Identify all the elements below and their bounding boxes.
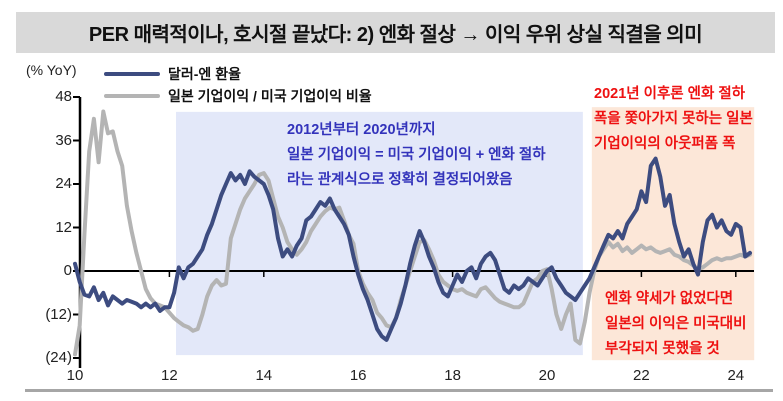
y-tick-label: 48: [55, 88, 72, 105]
title-bar: PER 매력적이나, 호시절 끝났다: 2) 엔화 절상 → 이익 우위 상실 …: [16, 12, 775, 53]
legend-line-swatch: [104, 72, 160, 76]
annotation-line: 일본 기업이익 = 미국 기업이익 + 엔화 절하: [287, 147, 546, 163]
y-tick-label: 24: [55, 175, 72, 192]
page-title: PER 매력적이나, 호시절 끝났다: 2) 엔화 절상 → 이익 우위 상실 …: [88, 24, 703, 46]
x-tick-label: 20: [538, 367, 556, 384]
legend-line-swatch: [104, 94, 160, 98]
y-axis-unit-label: (% YoY): [26, 62, 77, 78]
legend-label: 일본 기업이익 / 미국 기업이익 비율: [168, 88, 372, 104]
x-tick-label: 24: [727, 367, 745, 384]
legend-item: 일본 기업이익 / 미국 기업이익 비율: [104, 85, 372, 107]
x-tick-label: 14: [255, 367, 273, 384]
annotation-line: 엔화 약세가 없었다면: [605, 291, 734, 307]
x-tick-label: 12: [161, 367, 178, 384]
annotation-line: 라는 관계식으로 정확히 결정되어왔음: [287, 172, 513, 188]
x-tick-label: 22: [633, 367, 650, 384]
series-line-달러-엔 환율: [73, 156, 752, 342]
y-tick-label: 0: [63, 262, 72, 279]
footer-divider: [25, 389, 773, 392]
y-tick-label: (24): [45, 349, 72, 366]
annotation-line: 부각되지 못했을 것: [605, 341, 720, 357]
x-tick-label: 18: [444, 367, 461, 384]
y-tick-label: 12: [55, 218, 72, 236]
legend-label: 달러-엔 환율: [168, 66, 241, 82]
x-tick-label: 10: [66, 367, 84, 384]
y-tick-label: 36: [55, 131, 72, 149]
annotation-line: 기업이익의 아웃퍼폼 폭: [594, 136, 736, 152]
annotation-line: 폭을 쫓아가지 못하는 일본: [594, 111, 753, 127]
legend-item: 달러-엔 환율: [104, 63, 372, 85]
annotation-line: 일본의 이익은 미국대비: [605, 316, 747, 332]
annotation-line: 2021년 이후론 엔화 절하: [594, 86, 746, 102]
x-tick-label: 16: [349, 367, 367, 384]
y-tick-label: (12): [45, 305, 72, 323]
series-line-일본 기업이익 / 미국 기업이익 비율: [73, 109, 752, 357]
annotation-line: 2012년부터 2020년까지: [287, 122, 436, 138]
